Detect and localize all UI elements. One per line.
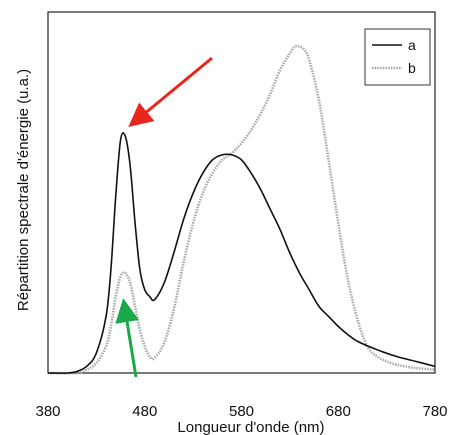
plot-frame — [47, 11, 436, 374]
y-axis-title: Répartition spectrale d'énergie (u.a.) — [15, 69, 32, 311]
x-tick-label: 480 — [132, 403, 157, 420]
x-tick-label: 380 — [35, 403, 60, 420]
x-tick-label: 580 — [229, 403, 254, 420]
series-b-line — [47, 44, 436, 375]
legend: a b — [364, 28, 431, 86]
legend-label-a: a — [408, 37, 416, 53]
legend-label-b: b — [408, 60, 416, 76]
series-a-line — [47, 132, 436, 374]
x-tick-label: 780 — [422, 403, 447, 420]
red-arrow-icon — [128, 56, 213, 128]
legend-box — [364, 28, 431, 86]
x-axis-title: Longueur d'onde (nm) — [177, 419, 324, 435]
x-tick-label: 680 — [326, 403, 351, 420]
green-arrow-icon — [115, 298, 139, 378]
